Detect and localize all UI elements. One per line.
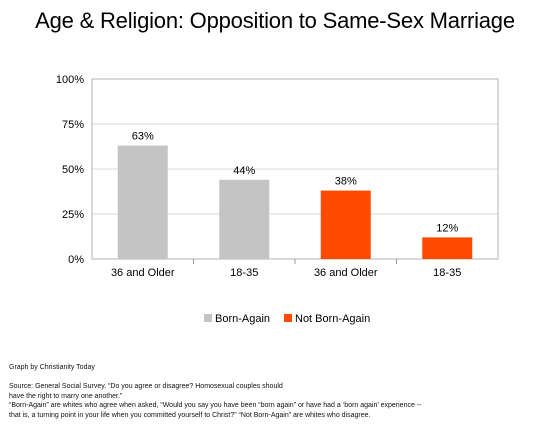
legend-swatch — [204, 314, 212, 322]
bar — [117, 145, 168, 259]
x-tick-label: 18-35 — [433, 267, 461, 279]
x-tick-label: 18-35 — [230, 267, 258, 279]
source-line-1: Source: General Social Survey. “Do you a… — [9, 383, 283, 390]
x-tick-label: 36 and Older — [314, 267, 378, 279]
y-tick-label: 50% — [62, 164, 84, 176]
data-label: 12% — [436, 222, 458, 234]
y-tick-label: 25% — [62, 209, 84, 221]
legend-label: Not Born-Again — [295, 313, 370, 325]
source-line-2: have the right to marry one another.” — [9, 392, 123, 400]
data-label: 44% — [233, 165, 255, 177]
bar — [422, 237, 473, 259]
graph-credit: Graph by Christianity Today — [9, 364, 95, 371]
y-tick-label: 0% — [68, 254, 84, 266]
data-label: 38% — [335, 176, 357, 188]
y-tick-label: 75% — [62, 119, 84, 131]
y-tick-label: 100% — [56, 74, 84, 86]
source-notes: Source: General Social Survey. “Do you a… — [9, 382, 541, 420]
chart-title: Age & Religion: Opposition to Same-Sex M… — [35, 8, 515, 33]
bar — [320, 190, 371, 259]
definition-line-1: “Born-Again” are whites who agree when a… — [9, 402, 422, 409]
definition-line-2: that is, a turning point in your life wh… — [9, 411, 371, 419]
legend-swatch — [284, 314, 292, 322]
data-label: 63% — [132, 131, 154, 143]
x-tick-label: 36 and Older — [111, 267, 175, 279]
bar — [219, 179, 270, 259]
legend-label: Born-Again — [215, 313, 270, 325]
